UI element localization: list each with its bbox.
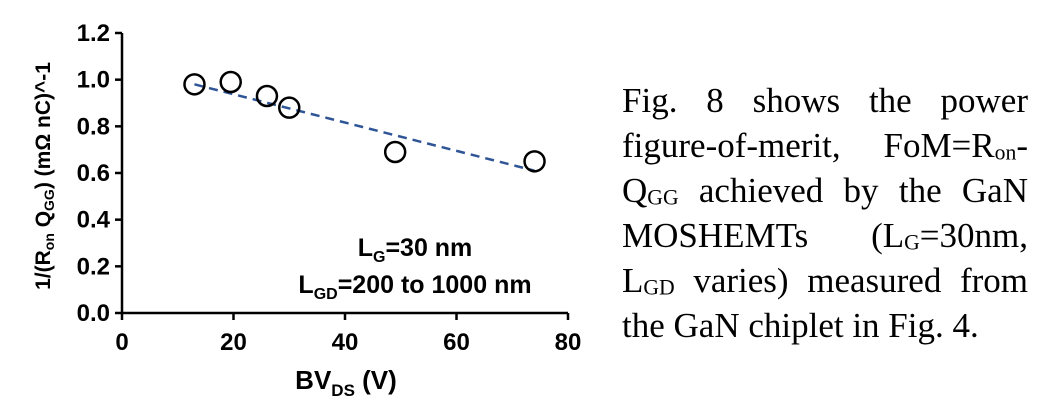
x-tick-label: 0 (115, 329, 128, 356)
data-point (523, 150, 546, 173)
scatter-chart: 0.0 0.2 0.4 0.6 0.8 1.0 1.2 0 20 40 60 80 1/(Ron Q… (32, 20, 582, 400)
y-tick-label: 1.2 (77, 20, 110, 47)
axes: 0.0 0.2 0.4 0.6 0.8 1.0 1.2 0 20 40 60 80 (77, 20, 582, 356)
annotation-gate-drain-length: LGD=200 to 1000 nm (298, 271, 531, 303)
y-tick-label: 0.6 (77, 160, 110, 187)
y-tick-label: 0.8 (77, 113, 110, 140)
y-tick-label: 0.2 (77, 253, 110, 280)
y-tick-label: 0.4 (77, 207, 111, 234)
y-axis-ticks: 0.0 0.2 0.4 0.6 0.8 1.0 1.2 (77, 20, 122, 327)
y-tick-label: 0.0 (77, 300, 110, 327)
trendline (194, 83, 535, 172)
x-axis-label: BVDS (V) (295, 365, 397, 400)
y-tick-label: 1.0 (77, 67, 110, 94)
data-point (219, 70, 242, 94)
annotation-gate-length: LG=30 nm (358, 234, 473, 266)
data-point (255, 84, 279, 108)
x-tick-label: 20 (220, 329, 247, 356)
x-axis-ticks: 0 20 40 60 80 (115, 313, 581, 356)
x-tick-label: 80 (555, 329, 582, 356)
figure-caption: Fig. 8 shows the power figure-of-merit, … (622, 81, 1028, 345)
data-point (278, 96, 301, 119)
x-tick-label: 60 (443, 329, 470, 356)
data-point (383, 140, 407, 164)
x-tick-label: 40 (332, 329, 359, 356)
data-points (183, 70, 546, 173)
y-axis-label: 1/(Ron QGG) (mΩ nC)^-1 (32, 62, 57, 290)
data-point (183, 73, 206, 96)
